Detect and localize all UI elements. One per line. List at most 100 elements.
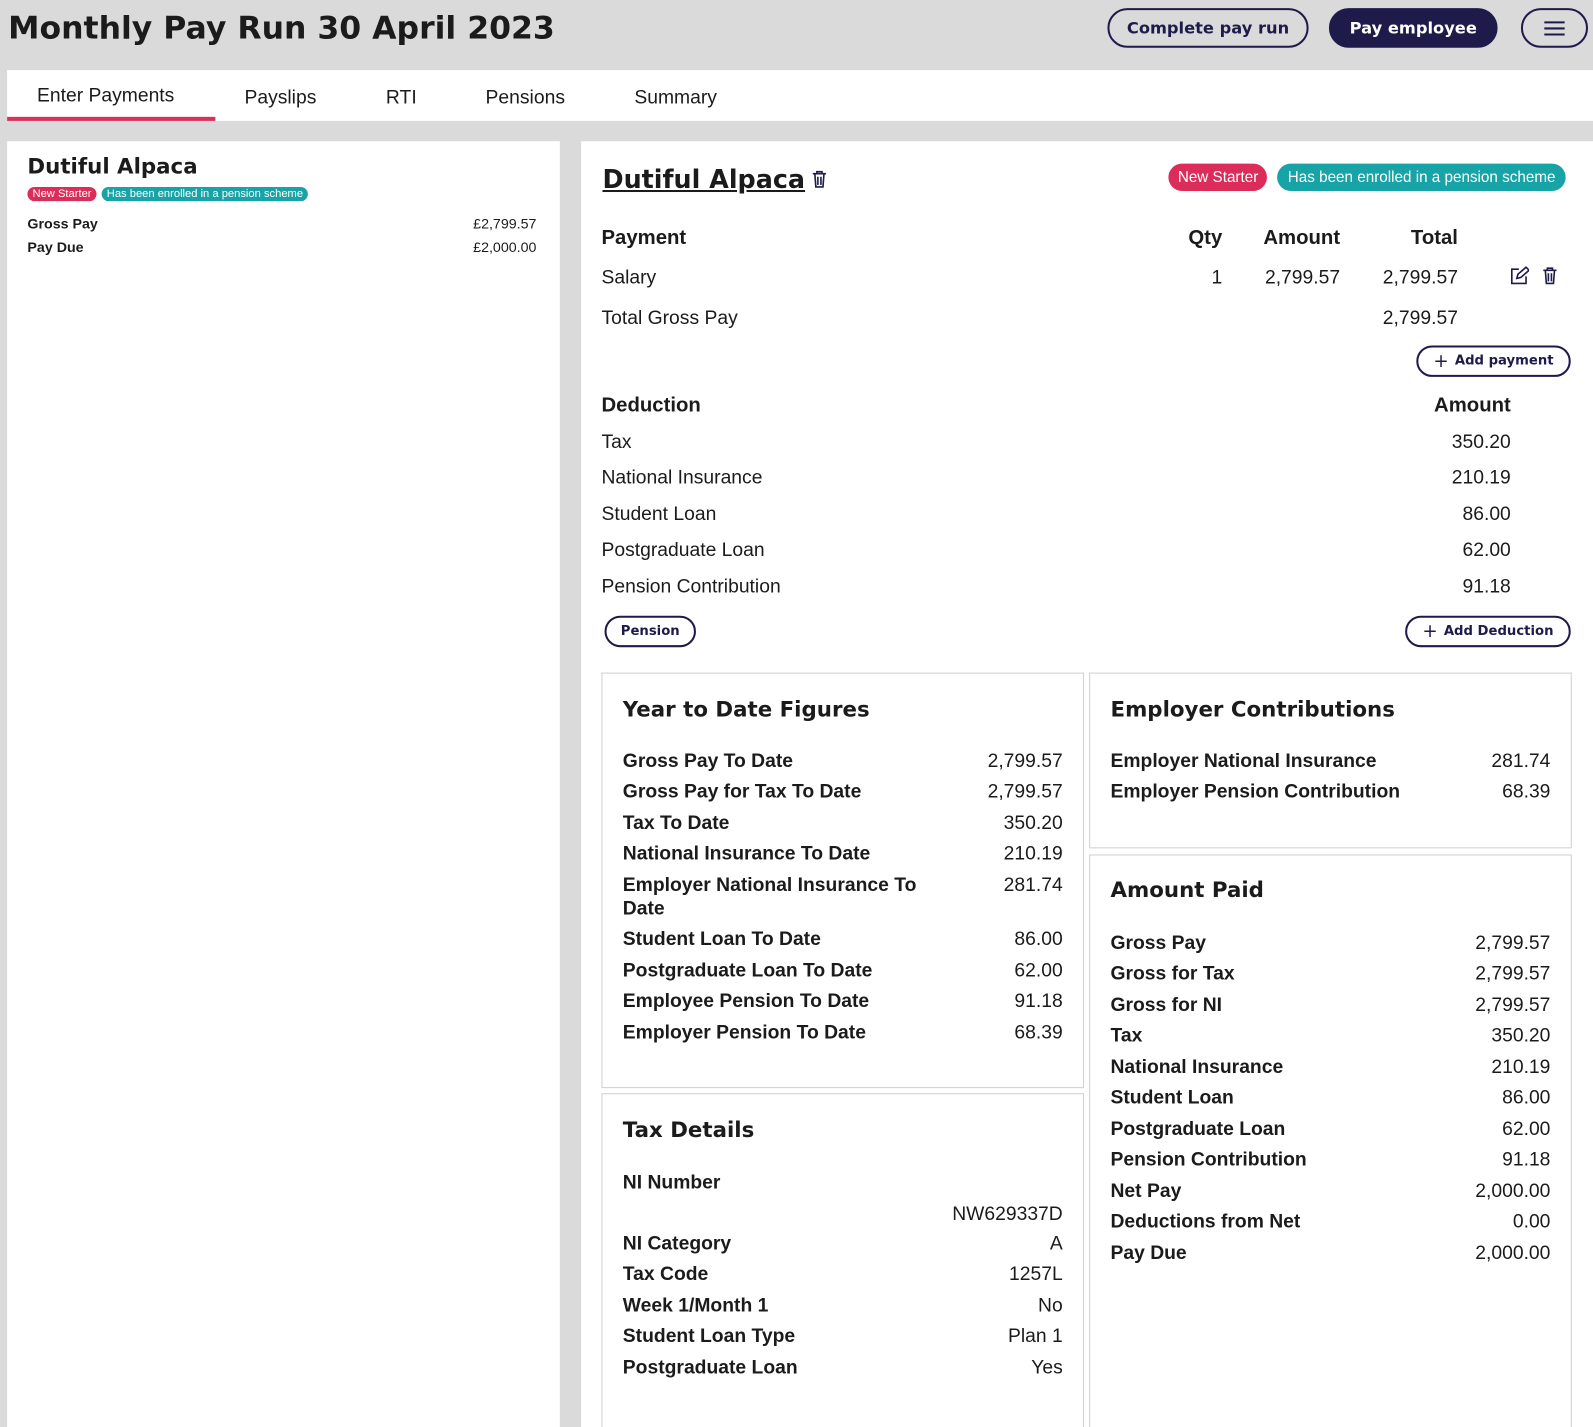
row-label: Gross Pay To Date	[622, 750, 794, 772]
tax-details-panel	[601, 1093, 1085, 1427]
row-label: Gross Pay for Tax To Date	[622, 780, 862, 803]
badge: New Starter	[1168, 163, 1268, 192]
payment-value: 2,799.57	[1382, 266, 1458, 289]
tab: Enter Payments	[36, 84, 175, 107]
column-header: Qty	[1188, 226, 1223, 249]
delete-icon[interactable]	[1541, 266, 1558, 285]
deduction-value: 62.00	[1462, 539, 1511, 561]
badge: Has been enrolled in a pension scheme	[1277, 163, 1566, 192]
sidebar	[7, 141, 560, 1427]
row-value: 62.00	[1014, 959, 1063, 981]
row-label: Week 1/Month 1	[622, 1294, 769, 1317]
tab: Payslips	[244, 86, 317, 109]
row-value: 2,000.00	[1475, 1242, 1551, 1264]
row-label: Student Loan Type	[622, 1325, 796, 1347]
column-header: Payment	[601, 226, 687, 249]
active-tab-indicator	[7, 116, 216, 121]
row-value: Yes	[1031, 1356, 1063, 1379]
badge: Has been enrolled in a pension scheme	[101, 186, 309, 202]
row-value: 68.39	[1014, 1021, 1063, 1043]
row-value: 350.20	[1003, 812, 1063, 834]
row-value: 2,799.57	[987, 750, 1063, 772]
row-label: Student Loan	[1110, 1086, 1234, 1108]
delete-employee-icon[interactable]	[811, 170, 828, 189]
row-label: Tax Code	[622, 1263, 709, 1285]
pension-button[interactable]: Pension	[604, 615, 696, 648]
row-label: NI Number	[622, 1171, 721, 1194]
column-header: Deduction	[601, 394, 701, 417]
panel-title: Employer Contributions	[1110, 696, 1395, 721]
deduction-value: 91.18	[1462, 575, 1511, 597]
employee-name: Dutiful Alpaca	[27, 153, 198, 179]
total-label: Total Gross Pay	[601, 307, 738, 329]
menu-button[interactable]	[1520, 8, 1589, 48]
employee-name: Dutiful Alpaca	[602, 164, 806, 195]
row-value: 2,799.57	[987, 780, 1063, 803]
row-value: 2,799.57	[1475, 932, 1551, 954]
panel-title: Tax Details	[622, 1117, 755, 1142]
deduction-value: 350.20	[1451, 431, 1511, 453]
add-deduction-button[interactable]: + Add Deduction	[1405, 615, 1571, 648]
tab-bar	[7, 70, 1593, 121]
deduction-name: Tax	[601, 431, 632, 453]
row-label: Gross for NI	[1110, 994, 1223, 1016]
button-label: Add Deduction	[1443, 623, 1554, 640]
row-label: Student Loan To Date	[622, 928, 821, 950]
row-label: Employer Pension Contribution	[1110, 780, 1401, 803]
row-value: 350.20	[1491, 1024, 1551, 1046]
row-label: Employer National Insurance	[1110, 750, 1377, 772]
deduction-name: Student Loan	[601, 503, 717, 525]
payment-name: Salary	[601, 266, 657, 289]
deduction-name: Postgraduate Loan	[601, 539, 765, 561]
row-value: 1257L	[1009, 1263, 1063, 1285]
employee-badges: New Starter Has been enrolled in a pensi…	[1168, 163, 1566, 192]
summary-label: Pay Due	[27, 238, 84, 255]
row-value: Plan 1	[1007, 1325, 1063, 1347]
row-value: 68.39	[1502, 780, 1551, 803]
row-label: Pay Due	[1110, 1242, 1187, 1264]
row-value: No	[1038, 1294, 1063, 1317]
panel-title: Year to Date Figures	[622, 696, 870, 721]
plus: +	[1433, 350, 1449, 372]
deduction-value: 86.00	[1462, 503, 1511, 525]
total-value: 2,799.57	[1382, 307, 1458, 329]
deduction-name: Pension Contribution	[601, 575, 781, 597]
row-label: Deductions from Net	[1110, 1210, 1301, 1232]
row-label: Pension Contribution	[1110, 1148, 1307, 1170]
row-label: National Insurance To Date	[622, 842, 871, 865]
summary-label: Gross Pay	[27, 214, 98, 232]
row-value: 281.74	[1003, 874, 1063, 896]
pay-employee-button[interactable]: Pay employee	[1328, 8, 1498, 48]
row-value: 2,799.57	[1475, 962, 1551, 984]
row-label: Gross for Tax	[1110, 962, 1235, 984]
page-title: Monthly Pay Run 30 April 2023	[8, 10, 555, 47]
row-value: 62.00	[1502, 1118, 1551, 1140]
row-value: 86.00	[1014, 928, 1063, 950]
row-value: A	[1049, 1232, 1063, 1255]
payment-value: 2,799.57	[1264, 266, 1341, 289]
employer-contributions-panel	[1089, 672, 1572, 849]
row-label: Postgraduate Loan To Date	[622, 959, 873, 981]
complete-pay-run-button[interactable]: Complete pay run	[1107, 8, 1309, 48]
row-value: 91.18	[1502, 1148, 1551, 1170]
row-value: 2,799.57	[1475, 994, 1551, 1016]
row-label: Postgraduate Loan	[622, 1356, 798, 1379]
row-value: 210.19	[1491, 1056, 1551, 1078]
summary-value: £2,799.57	[473, 214, 537, 232]
row-value: NW629337D	[952, 1203, 1063, 1226]
button-label: Add payment	[1454, 353, 1554, 369]
amount-paid-panel	[1089, 854, 1572, 1427]
menu-icon	[1544, 20, 1565, 36]
edit-icon[interactable]	[1510, 266, 1530, 285]
row-value: 91.18	[1014, 990, 1063, 1012]
row-label: Employer National Insurance To Date	[622, 874, 917, 920]
plus: +	[1422, 620, 1438, 643]
row-value: 281.74	[1491, 750, 1551, 772]
add-payment-button[interactable]: + Add payment	[1416, 345, 1571, 377]
row-value: 210.19	[1003, 842, 1063, 865]
row-label: Employee Pension To Date	[622, 990, 870, 1012]
row-label: National Insurance	[1110, 1056, 1284, 1078]
row-label: Employer Pension To Date	[622, 1021, 866, 1043]
tab: Summary	[634, 86, 717, 109]
